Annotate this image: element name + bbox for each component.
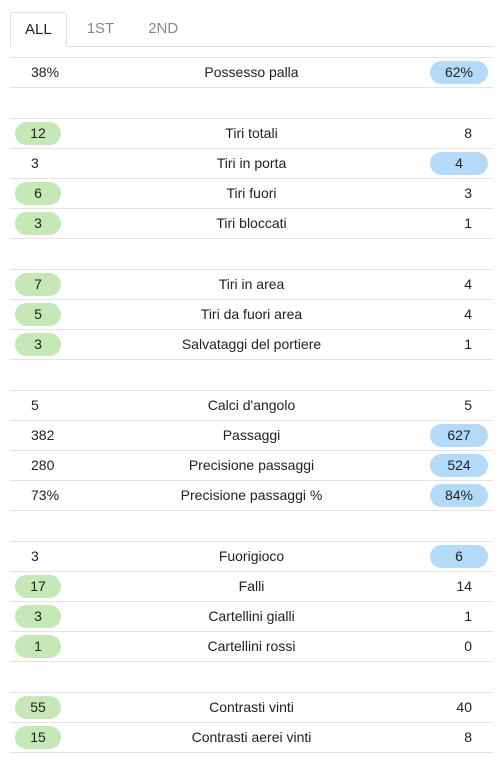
stat-row: Cartellini rossi 1 0 (10, 632, 493, 662)
home-value: 3 (15, 212, 61, 235)
home-value: 5 (15, 303, 61, 326)
stat-label: Tiri fuori (226, 185, 277, 201)
home-value: 3 (15, 605, 61, 628)
stat-label: Falli (238, 578, 265, 594)
stat-label: Tiri totali (225, 125, 278, 141)
stat-label: Tiri bloccati (216, 215, 287, 231)
home-value: 6 (15, 182, 61, 205)
home-value: 7 (15, 273, 61, 296)
stat-label: Contrasti vinti (209, 699, 294, 715)
away-value: 524 (430, 454, 488, 477)
away-value: 14 (456, 578, 472, 594)
stat-row: Possesso palla 38% 62% (10, 58, 493, 88)
home-value: 3 (15, 333, 61, 356)
home-value: 3 (31, 155, 39, 171)
away-value: 5 (464, 397, 472, 413)
stat-row: Calci d'angolo 5 5 (10, 391, 493, 421)
stat-row: Tiri fuori 6 3 (10, 179, 493, 209)
home-value: 382 (31, 427, 55, 443)
away-value: 8 (464, 729, 472, 745)
stat-group: Calci d'angolo 5 5 Passaggi 382 627 Precisione… (10, 390, 493, 511)
away-value: 84% (430, 484, 488, 507)
stat-label: Precisione passaggi % (180, 487, 323, 503)
home-value: 73% (31, 487, 60, 503)
tab-all[interactable]: ALL (10, 12, 67, 47)
away-value: 4 (430, 152, 488, 175)
stat-row: Fuorigioco 3 6 (10, 542, 493, 572)
stat-row: Contrasti aerei vinti 15 8 (10, 723, 493, 753)
stat-row: Tiri in area 7 4 (10, 270, 493, 300)
stats-table: Possesso palla 38% 62% Tiri totali 12 8 Tiri i… (10, 57, 493, 753)
home-value: 280 (31, 457, 55, 473)
away-value: 62% (430, 61, 488, 84)
home-value: 1 (15, 635, 61, 658)
stat-row: Salvataggi del portiere 3 1 (10, 330, 493, 360)
away-value: 627 (430, 424, 488, 447)
away-value: 40 (456, 699, 472, 715)
home-value: 3 (31, 548, 39, 564)
period-tabs: ALL 1ST 2ND (10, 12, 493, 47)
away-value: 1 (464, 608, 472, 624)
stat-row: Cartellini gialli 3 1 (10, 602, 493, 632)
stat-label: Cartellini rossi (207, 638, 296, 654)
home-value: 38% (31, 64, 60, 80)
home-value: 5 (31, 397, 39, 413)
away-value: 4 (464, 306, 472, 322)
stat-label: Calci d'angolo (207, 397, 296, 413)
away-value: 6 (430, 545, 488, 568)
stat-label: Salvataggi del portiere (181, 336, 322, 352)
stat-row: Tiri bloccati 3 1 (10, 209, 493, 239)
home-value: 15 (15, 726, 61, 749)
stat-row: Passaggi 382 627 (10, 421, 493, 451)
stat-group: Contrasti vinti 55 40 Contrasti aerei vinti… (10, 692, 493, 753)
stat-group: Tiri in area 7 4 Tiri da fuori area 5 4 Salvat… (10, 269, 493, 360)
tab-second-half[interactable]: 2ND (148, 20, 179, 37)
away-value: 1 (464, 215, 472, 231)
stat-label: Possesso palla (204, 64, 299, 80)
stat-group: Possesso palla 38% 62% (10, 57, 493, 88)
away-value: 4 (464, 276, 472, 292)
away-value: 3 (464, 185, 472, 201)
stat-label: Tiri da fuori area (200, 306, 303, 322)
stat-group: Fuorigioco 3 6 Falli 17 14 Cartellini gialli 3 1… (10, 541, 493, 662)
stat-label: Contrasti aerei vinti (191, 729, 312, 745)
stat-label: Tiri in porta (216, 155, 287, 171)
stat-label: Tiri in area (218, 276, 285, 292)
away-value: 1 (464, 336, 472, 352)
stat-row: Tiri in porta 3 4 (10, 149, 493, 179)
stat-row: Precisione passaggi 280 524 (10, 451, 493, 481)
stat-row: Tiri totali 12 8 (10, 119, 493, 149)
stat-label: Passaggi (222, 427, 281, 443)
home-value: 55 (15, 696, 61, 719)
stat-row: Tiri da fuori area 5 4 (10, 300, 493, 330)
tab-first-half[interactable]: 1ST (86, 20, 115, 37)
away-value: 8 (464, 125, 472, 141)
stat-label: Fuorigioco (218, 548, 285, 564)
stat-row: Falli 17 14 (10, 572, 493, 602)
stat-row: Precisione passaggi % 73% 84% (10, 481, 493, 511)
away-value: 0 (464, 638, 472, 654)
stat-label: Precisione passaggi (188, 457, 315, 473)
stat-label: Cartellini gialli (208, 608, 295, 624)
stat-group: Tiri totali 12 8 Tiri in porta 3 4 Tiri fuori 6… (10, 118, 493, 239)
stat-row: Contrasti vinti 55 40 (10, 693, 493, 723)
home-value: 12 (15, 122, 61, 145)
home-value: 17 (15, 575, 61, 598)
